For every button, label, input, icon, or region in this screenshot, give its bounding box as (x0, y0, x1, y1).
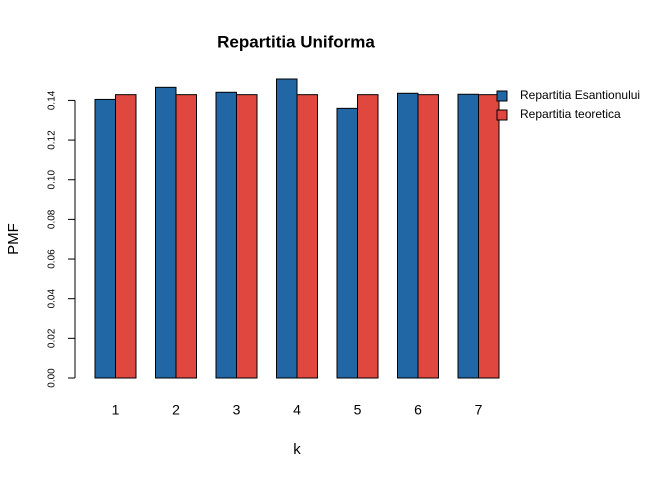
bar (215, 91, 237, 379)
bar (155, 86, 177, 379)
legend-label: Repartitia teoretica (520, 107, 621, 121)
y-tick-label: 0.06 (47, 249, 58, 269)
bar (276, 78, 298, 379)
bar (397, 92, 419, 379)
y-tick-label: 0.08 (47, 209, 58, 229)
y-tick-label: 0.14 (47, 90, 58, 110)
y-axis-label: PMF (5, 223, 22, 255)
y-tick-label: 0.02 (47, 328, 58, 348)
bar (417, 94, 439, 379)
bar (94, 98, 116, 379)
x-tick-label: 7 (475, 402, 483, 418)
bar (296, 94, 318, 379)
legend-label: Repartitia Esantionului (520, 88, 640, 102)
x-axis-label: k (293, 441, 301, 458)
bar (357, 94, 379, 379)
chart-title: Repartitia Uniforma (217, 32, 375, 51)
x-tick-label: 5 (354, 402, 362, 418)
bar (115, 94, 137, 379)
y-tick-label: 0.12 (47, 130, 58, 150)
bar (175, 94, 197, 379)
x-tick-label: 4 (293, 402, 301, 418)
legend-swatch (496, 90, 508, 102)
y-tick-label: 0.10 (47, 170, 58, 190)
y-tick-label: 0.00 (47, 368, 58, 388)
x-tick-label: 2 (172, 402, 180, 418)
bar (336, 107, 358, 379)
x-tick-label: 6 (414, 402, 422, 418)
x-tick-label: 1 (112, 402, 120, 418)
bar (457, 93, 479, 379)
x-tick-label: 3 (233, 402, 241, 418)
bar (478, 94, 500, 379)
y-tick-label: 0.04 (47, 289, 58, 309)
bar (236, 94, 258, 379)
legend-swatch (496, 109, 508, 121)
